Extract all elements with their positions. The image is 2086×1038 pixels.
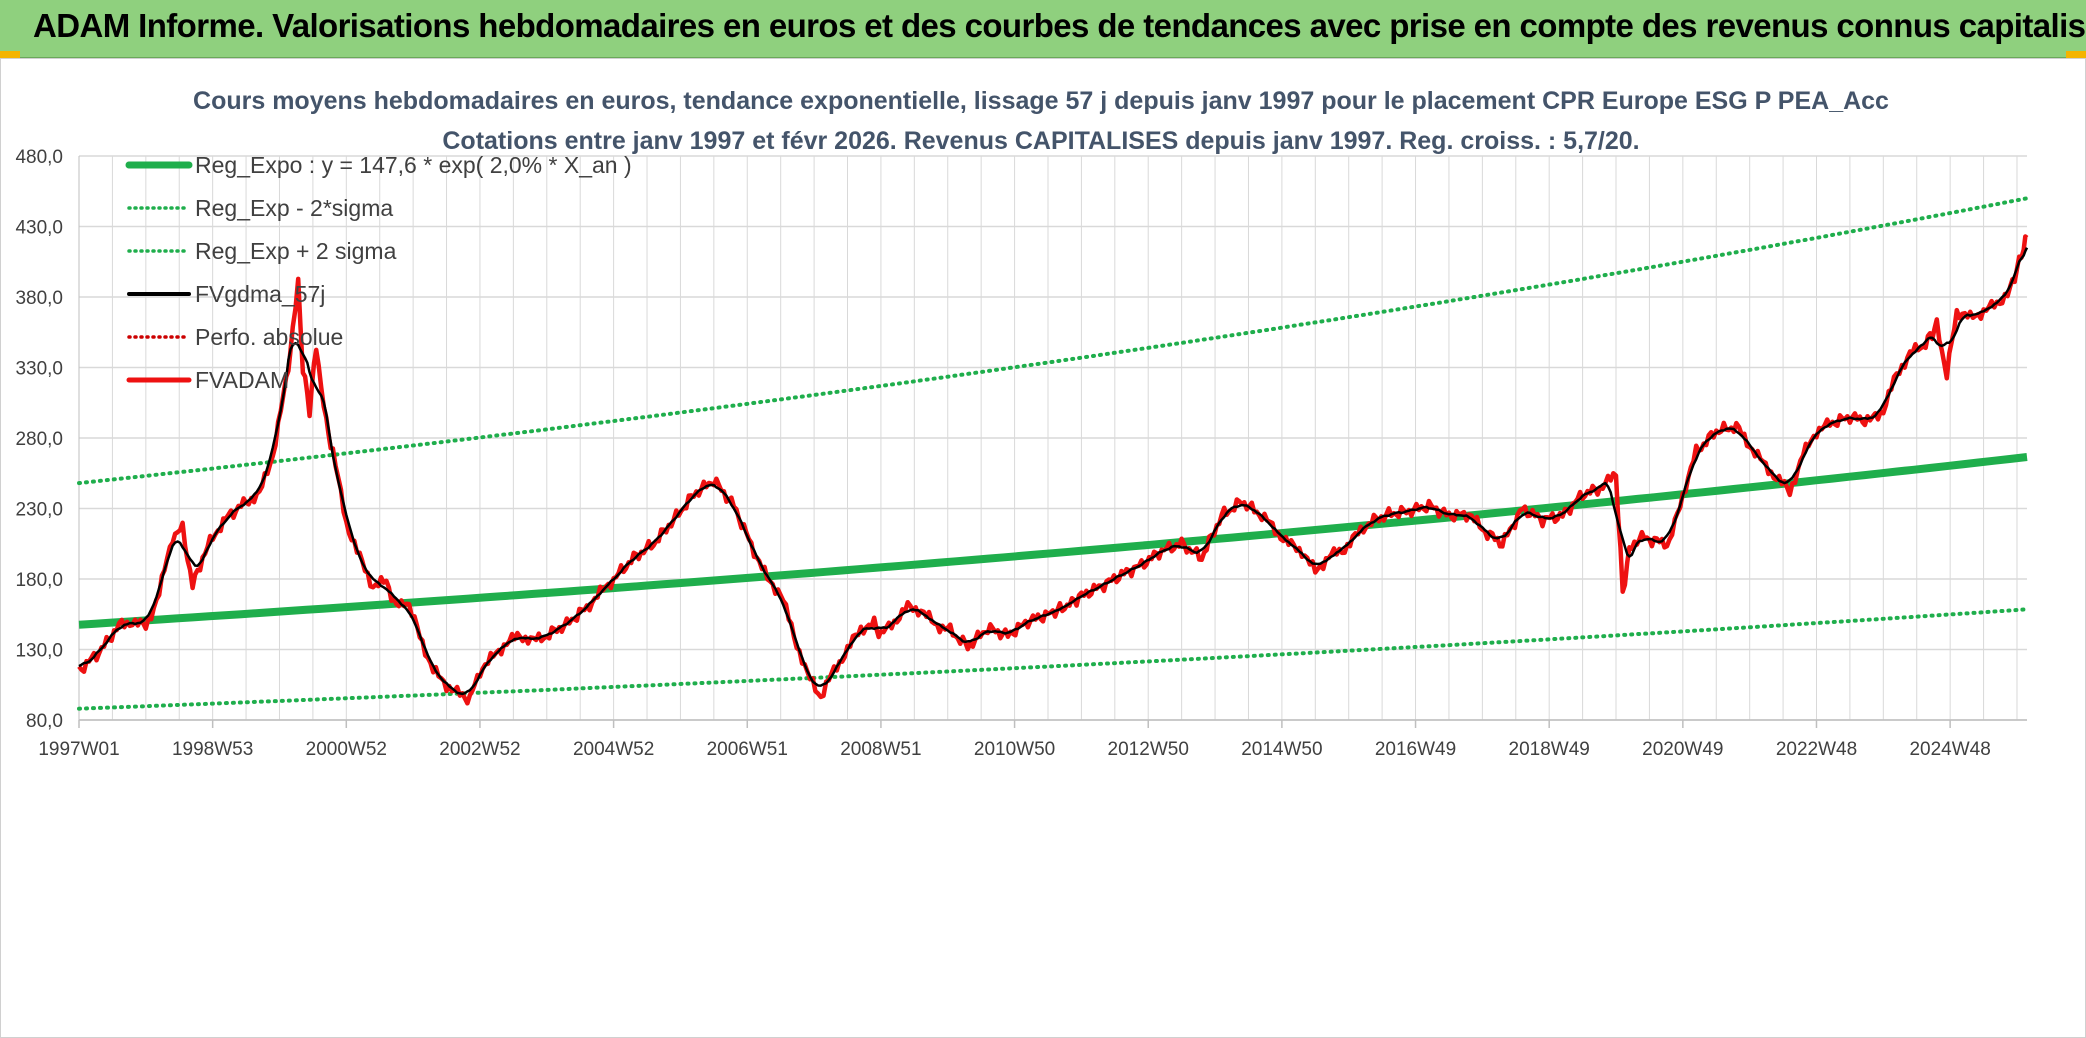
- y-tick-label: 130,0: [15, 641, 63, 662]
- x-axis: 1997W01 1998W53 2000W52 2002W52 2004W52 2006W…: [38, 156, 2027, 760]
- legend: Reg_Expo : y = 147,6 * exp( 2,0% * X_an …: [125, 152, 632, 393]
- y-tick-label: 380,0: [15, 288, 63, 309]
- chart-frame: 480,0 430,0 380,0 330,0 280,0 230,0 180,0 130,0…: [0, 58, 2086, 1038]
- y-tick-label: 330,0: [15, 359, 63, 380]
- chart-title-line2: Cotations entre janv 1997 et févr 2026. …: [442, 127, 1639, 155]
- banner-title: ADAM Informe. Valorisations hebdomadaire…: [33, 7, 2086, 44]
- x-tick-label: 2024W48: [1909, 739, 1990, 760]
- corner-mark-left: [0, 51, 20, 59]
- legend-label: Reg_Exp - 2*sigma: [195, 195, 393, 221]
- legend-label: Reg_Exp + 2 sigma: [195, 238, 397, 264]
- y-tick-label: 430,0: [15, 218, 63, 239]
- y-tick-label: 280,0: [15, 429, 63, 450]
- x-tick-label: 2008W51: [840, 739, 921, 760]
- x-tick-label: 2018W49: [1509, 739, 1590, 760]
- x-tick-label: 1998W53: [172, 739, 253, 760]
- legend-label: FVgdma_57j: [195, 281, 325, 307]
- chart: 480,0 430,0 380,0 330,0 280,0 230,0 180,0 130,0…: [15, 87, 2029, 760]
- legend-label: FVADAM: [195, 367, 289, 393]
- y-tick-label: 230,0: [15, 500, 63, 521]
- x-tick-label: 2022W48: [1776, 739, 1857, 760]
- y-axis: 480,0 430,0 380,0 330,0 280,0 230,0 180,0 130,0…: [15, 147, 63, 732]
- y-tick-label: 480,0: [15, 147, 63, 168]
- legend-label: Perfo. absolue: [195, 324, 343, 350]
- x-tick-label: 2012W50: [1108, 739, 1189, 760]
- series-fvgdma-57j: [78, 247, 2029, 696]
- banner: ADAM Informe. Valorisations hebdomadaire…: [0, 0, 2086, 58]
- series-reg-expo: [78, 453, 2028, 629]
- series-layer: [77, 196, 2029, 711]
- series-fvadam: [77, 234, 2029, 706]
- x-tick-label: 2006W51: [707, 739, 788, 760]
- x-tick-label: 2016W49: [1375, 739, 1456, 760]
- x-tick-label: 2020W49: [1642, 739, 1723, 760]
- x-tick-label: 2014W50: [1241, 739, 1322, 760]
- x-tick-label: 1997W01: [38, 739, 119, 760]
- series-reg-exp-plus-2sigma: [77, 196, 2029, 486]
- x-tick-label: 2004W52: [573, 739, 654, 760]
- x-tick-label: 2000W52: [306, 739, 387, 760]
- corner-mark-right: [2066, 51, 2086, 59]
- chart-title-line1: Cours moyens hebdomadaires en euros, ten…: [193, 87, 1889, 115]
- x-tick-label: 2010W50: [974, 739, 1055, 760]
- y-tick-label: 80,0: [26, 711, 63, 732]
- x-tick-label: 2002W52: [439, 739, 520, 760]
- series-reg-exp-minus-2sigma: [77, 607, 2029, 711]
- y-tick-label: 180,0: [15, 570, 63, 591]
- legend-label: Reg_Expo : y = 147,6 * exp( 2,0% * X_an …: [195, 152, 632, 178]
